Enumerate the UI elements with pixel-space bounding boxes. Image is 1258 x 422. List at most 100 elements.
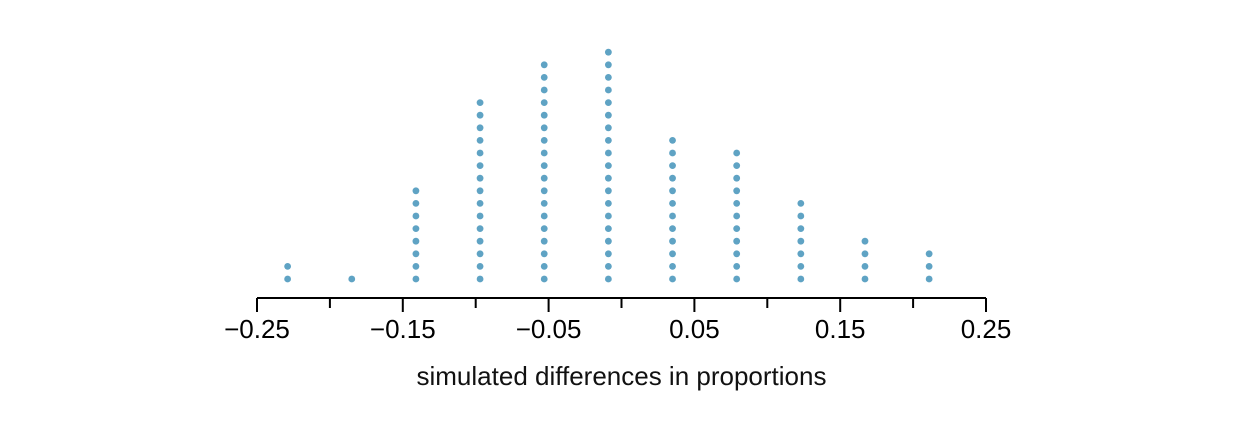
data-point — [733, 275, 741, 283]
data-point — [540, 162, 548, 170]
data-point — [604, 187, 612, 195]
data-point — [604, 61, 612, 69]
data-point — [476, 174, 484, 182]
tick-label: 0.15 — [815, 314, 866, 344]
data-point — [476, 111, 484, 119]
data-point — [797, 275, 805, 283]
data-point — [540, 99, 548, 106]
data-point — [540, 174, 548, 182]
data-point — [733, 187, 741, 195]
data-point — [476, 250, 484, 258]
data-point — [540, 237, 548, 245]
data-point — [797, 250, 805, 258]
data-point — [476, 200, 484, 207]
data-point — [861, 250, 869, 258]
data-point — [669, 187, 676, 195]
data-point — [669, 149, 676, 157]
data-point — [412, 263, 420, 270]
data-point — [733, 237, 741, 245]
data-point — [476, 99, 484, 106]
data-point — [604, 263, 612, 270]
data-point — [669, 237, 676, 245]
data-point — [540, 137, 548, 144]
data-point — [476, 237, 484, 245]
data-point — [733, 263, 741, 270]
data-point — [284, 275, 292, 283]
data-point — [669, 263, 676, 270]
data-point — [604, 111, 612, 119]
data-point — [604, 275, 612, 283]
data-point — [604, 86, 612, 94]
tick-label: −0.05 — [516, 314, 582, 344]
data-point — [540, 124, 548, 132]
data-point — [604, 200, 612, 207]
data-point — [797, 225, 805, 233]
data-point — [604, 225, 612, 233]
data-point — [604, 48, 612, 56]
data-point — [604, 124, 612, 132]
data-point — [733, 212, 741, 220]
data-point — [733, 225, 741, 233]
tick-label: −0.25 — [224, 314, 290, 344]
data-point — [669, 200, 676, 207]
data-point — [604, 99, 612, 106]
data-point — [925, 250, 933, 258]
data-point — [540, 263, 548, 270]
data-point — [733, 149, 741, 157]
data-point — [412, 237, 420, 245]
data-point — [540, 187, 548, 195]
data-point — [412, 225, 420, 233]
data-point — [348, 275, 356, 283]
data-point — [925, 263, 933, 270]
data-point — [733, 250, 741, 258]
data-point — [412, 200, 420, 207]
data-point — [476, 263, 484, 270]
data-point — [476, 225, 484, 233]
data-point — [476, 149, 484, 157]
data-point — [284, 263, 292, 270]
data-point — [476, 137, 484, 144]
data-point — [797, 212, 805, 220]
data-point — [604, 212, 612, 220]
data-point — [540, 225, 548, 233]
data-point — [797, 263, 805, 270]
data-point — [412, 212, 420, 220]
data-point — [925, 275, 933, 283]
data-point — [540, 200, 548, 207]
data-point — [412, 275, 420, 283]
data-point — [412, 250, 420, 258]
tick-label: −0.15 — [370, 314, 436, 344]
data-point — [733, 162, 741, 170]
data-point — [797, 200, 805, 207]
data-point — [540, 149, 548, 157]
x-axis-title: simulated differences in proportions — [417, 361, 827, 391]
data-point — [476, 275, 484, 283]
data-point — [604, 237, 612, 245]
data-point — [733, 174, 741, 182]
data-point — [540, 275, 548, 283]
data-point — [669, 212, 676, 220]
tick-label: 0.05 — [669, 314, 720, 344]
data-point — [861, 263, 869, 270]
dot-layer — [284, 48, 933, 283]
data-point — [604, 174, 612, 182]
data-point — [733, 200, 741, 207]
data-point — [540, 111, 548, 119]
data-point — [861, 275, 869, 283]
x-axis-ticks — [256, 298, 987, 312]
data-point — [540, 212, 548, 220]
data-point — [540, 74, 548, 81]
data-point — [540, 86, 548, 94]
data-point — [604, 250, 612, 258]
data-point — [540, 250, 548, 258]
data-point — [604, 74, 612, 81]
data-point — [669, 174, 676, 182]
data-point — [412, 187, 420, 195]
data-point — [669, 162, 676, 170]
data-point — [476, 212, 484, 220]
data-point — [476, 187, 484, 195]
data-point — [476, 162, 484, 170]
data-point — [604, 162, 612, 170]
